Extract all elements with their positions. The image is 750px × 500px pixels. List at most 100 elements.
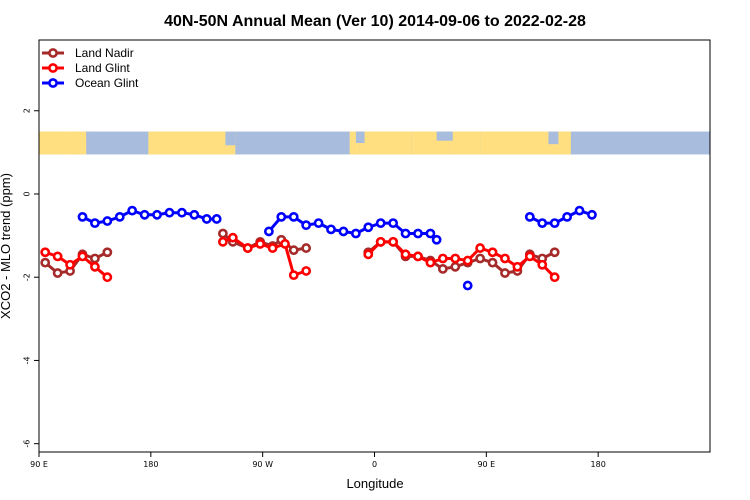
data-point (301, 266, 312, 276)
data-point (388, 236, 399, 247)
legend-swatch-marker (48, 78, 58, 88)
data-point (487, 257, 498, 268)
x-tick-label: 90 W (252, 460, 273, 469)
data-point (90, 253, 100, 264)
map-coast-3 (436, 131, 453, 141)
data-point (524, 251, 535, 262)
data-point (139, 209, 150, 220)
data-point (276, 211, 287, 222)
legend-label: Ocean Glint (75, 76, 139, 90)
data-point (549, 272, 560, 283)
data-point (437, 253, 448, 264)
data-point (52, 251, 63, 262)
data-point (400, 228, 411, 239)
data-point (375, 236, 386, 247)
y-tick-label: -6 (23, 440, 32, 448)
data-point (549, 247, 560, 258)
x-tick-label: 180 (143, 460, 158, 469)
data-point (500, 253, 510, 264)
data-point (102, 247, 113, 258)
data-point (363, 249, 374, 260)
data-point (288, 270, 299, 281)
legend-swatch-marker (48, 63, 58, 73)
y-tick-label: -4 (23, 356, 32, 364)
data-point (90, 218, 100, 229)
data-point (450, 261, 461, 272)
data-point (189, 209, 200, 220)
x-tick-label: 90 E (30, 460, 48, 469)
data-point (267, 243, 278, 253)
data-point (388, 218, 399, 229)
data-point (413, 251, 423, 262)
data-point (152, 209, 162, 220)
data-point (313, 218, 324, 229)
data-point (425, 257, 436, 268)
data-point (574, 205, 585, 216)
chart-title: 40N-50N Annual Mean (Ver 10) 2014-09-06 … (164, 13, 586, 30)
data-point (164, 207, 175, 218)
map-land-3 (349, 131, 360, 155)
data-point (425, 228, 436, 239)
series-layer (40, 205, 597, 291)
data-point (301, 220, 312, 231)
data-point (211, 214, 222, 224)
data-point (201, 214, 212, 224)
data-point (587, 209, 597, 220)
map-land-4 (359, 131, 412, 155)
y-axis: 2 0 -2 -4 -6 (23, 108, 39, 448)
map-land-1 (66, 131, 87, 155)
legend-swatch-marker (48, 48, 58, 58)
data-point (437, 263, 448, 274)
data-point (500, 268, 510, 278)
data-point (40, 257, 51, 268)
data-point (462, 280, 473, 291)
x-tick-label: 0 (372, 460, 377, 469)
data-point (475, 243, 486, 253)
legend-label: Land Nadir (75, 46, 134, 60)
data-point (562, 211, 573, 222)
data-point (375, 218, 386, 229)
data-point (462, 255, 473, 266)
data-point (77, 251, 88, 262)
x-axis: 90 E 180 90 W 0 90 E 180 (30, 452, 606, 469)
data-point (102, 272, 113, 283)
series-land-nadir (40, 228, 560, 278)
map-coast-2 (355, 131, 365, 143)
data-point (65, 259, 75, 270)
map-coast-4 (548, 131, 559, 145)
data-point (77, 211, 88, 222)
data-point (363, 222, 374, 233)
data-point (227, 232, 238, 243)
legend-label: Land Glint (75, 61, 130, 75)
x-tick-label: 90 E (477, 460, 495, 469)
data-point (218, 228, 228, 239)
y-axis-label: XCO2 - MLO trend (ppm) (0, 173, 13, 319)
data-point (176, 207, 187, 218)
data-point (487, 247, 498, 258)
y-tick-label: -2 (23, 273, 32, 281)
data-point (114, 211, 125, 222)
data-point (400, 249, 411, 260)
data-point (288, 211, 299, 222)
data-point (280, 239, 290, 249)
data-point (537, 259, 548, 270)
data-point (475, 253, 486, 264)
map-land-8 (558, 131, 571, 155)
data-point (537, 218, 548, 229)
data-point (524, 211, 535, 222)
data-point (450, 253, 461, 264)
data-point (338, 226, 349, 237)
data-point (326, 224, 336, 235)
data-point (242, 243, 253, 253)
map-land-7 (480, 131, 561, 155)
series-line (367, 240, 556, 279)
data-point (127, 205, 138, 216)
data-point (288, 245, 299, 256)
data-point (413, 228, 423, 239)
data-point (301, 243, 312, 253)
data-point (512, 261, 523, 272)
data-point (218, 236, 228, 247)
map-land-0 (39, 131, 74, 155)
